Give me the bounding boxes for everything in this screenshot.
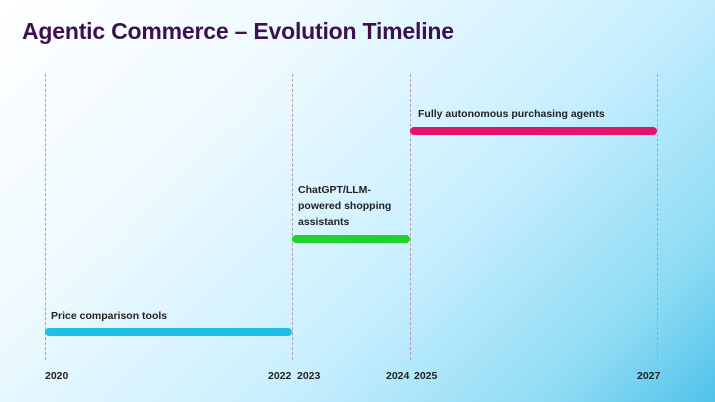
year-label: 2027 xyxy=(637,370,661,382)
gridline-2022-2023 xyxy=(292,74,293,360)
phase-label-line: powered shopping xyxy=(298,200,392,212)
gridline-2027 xyxy=(657,74,658,360)
phase-label-line: assistants xyxy=(298,216,350,228)
year-label: 2020 xyxy=(45,370,69,382)
phase-bar-llm-assistants xyxy=(292,235,410,243)
phase-label-autonomous-agents: Fully autonomous purchasing agents xyxy=(418,108,605,120)
phase-bar-price-comparison xyxy=(45,328,292,336)
phase-label-price-comparison: Price comparison tools xyxy=(51,310,168,322)
year-label: 2024 xyxy=(386,370,410,382)
slide-title: Agentic Commerce – Evolution Timeline xyxy=(22,18,454,44)
phase-bar-autonomous-agents xyxy=(410,127,657,135)
year-label: 2022 xyxy=(268,370,292,382)
year-label: 2023 xyxy=(297,370,321,382)
gridline-2020 xyxy=(45,74,46,360)
phase-label-line: ChatGPT/LLM- xyxy=(298,184,371,196)
phase-label-llm-assistants: ChatGPT/LLM- powered shopping assistants xyxy=(298,182,391,230)
year-label: 2025 xyxy=(414,370,438,382)
gridline-2024-2025 xyxy=(410,74,411,360)
